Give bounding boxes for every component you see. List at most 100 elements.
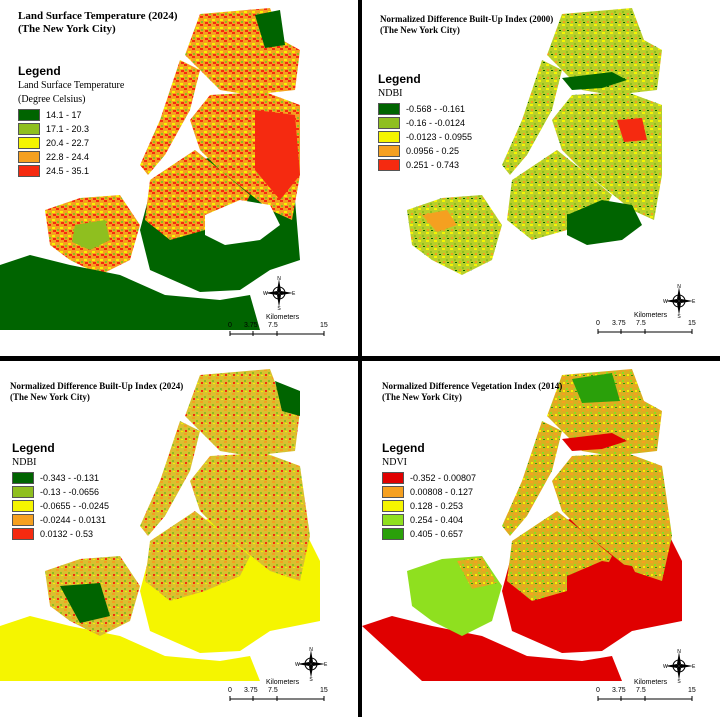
compass-n: N bbox=[309, 647, 313, 653]
legend-item: -0.0123 - 0.0955 bbox=[378, 130, 472, 144]
compass-s: S bbox=[677, 314, 681, 318]
legend: Legend Land Surface Temperature (Degree … bbox=[18, 64, 124, 178]
legend-item: -0.343 - -0.131 bbox=[12, 471, 109, 485]
title-line-1: Normalized Difference Built-Up Index (20… bbox=[380, 14, 554, 24]
manhattan-area bbox=[502, 60, 562, 175]
hot-zone bbox=[255, 110, 300, 200]
map-panel-ndvi-2014: Normalized Difference Vegetation Index (… bbox=[362, 361, 720, 717]
scale-bar: Kilometers 0 3.75 7.5 15 bbox=[226, 679, 336, 705]
manhattan-area bbox=[140, 421, 200, 536]
legend-swatch bbox=[378, 145, 400, 157]
bronx-area bbox=[547, 8, 662, 95]
scale-title: Kilometers bbox=[266, 679, 300, 686]
legend-swatch bbox=[18, 109, 40, 121]
nyc-map-ndvi-2014 bbox=[362, 369, 682, 681]
manhattan-area bbox=[140, 60, 200, 175]
legend-swatch bbox=[382, 528, 404, 540]
jamaica-bay bbox=[567, 200, 642, 245]
legend: Legend NDBI -0.343 - -0.131 -0.13 - -0.0… bbox=[12, 441, 109, 541]
legend-item: 14.1 - 17 bbox=[18, 108, 124, 122]
map-title: Normalized Difference Vegetation Index (… bbox=[382, 381, 562, 403]
manhattan-area bbox=[502, 421, 562, 536]
legend-item: 0.0956 - 0.25 bbox=[378, 144, 472, 158]
legend-heading: Legend bbox=[12, 441, 55, 455]
legend-item: -0.13 - -0.0656 bbox=[12, 485, 109, 499]
legend-variable: NDVI bbox=[382, 457, 407, 468]
bronx-area bbox=[547, 369, 662, 456]
bronx-green bbox=[275, 381, 300, 416]
compass-n: N bbox=[277, 276, 281, 282]
legend-swatch bbox=[378, 117, 400, 129]
queens-area bbox=[552, 453, 672, 581]
nyc-map-ndbi-2000 bbox=[407, 8, 662, 275]
scale-tick: 7.5 bbox=[636, 320, 646, 327]
east-river bbox=[562, 72, 627, 90]
scale-tick: 15 bbox=[688, 687, 696, 694]
staten-island-urban bbox=[457, 557, 497, 589]
scale-tick: 7.5 bbox=[268, 322, 278, 329]
scale-title: Kilometers bbox=[634, 679, 668, 686]
legend-swatch bbox=[18, 123, 40, 135]
staten-island-green bbox=[60, 583, 110, 623]
title-line-1: Land Surface Temperature (2024) bbox=[18, 10, 178, 22]
legend-item: -0.0244 - 0.0131 bbox=[12, 513, 109, 527]
scale-title: Kilometers bbox=[266, 314, 300, 321]
north-arrow-icon: N S W E bbox=[262, 276, 296, 312]
compass-w: W bbox=[295, 662, 300, 668]
legend-item: 24.5 - 35.1 bbox=[18, 164, 124, 178]
scale-tick: 15 bbox=[320, 322, 328, 329]
legend-swatch bbox=[18, 165, 40, 177]
compass-n: N bbox=[677, 284, 681, 290]
scale-bar: Kilometers 0 3.75 7.5 15 bbox=[594, 312, 704, 338]
harbor-water bbox=[0, 255, 260, 330]
legend-swatch bbox=[382, 514, 404, 526]
jamaica-bay bbox=[205, 200, 280, 245]
legend-swatch bbox=[18, 151, 40, 163]
legend-swatch bbox=[12, 528, 34, 540]
scale-title: Kilometers bbox=[634, 312, 668, 319]
legend-item: 22.8 - 24.4 bbox=[18, 150, 124, 164]
legend-swatch bbox=[382, 500, 404, 512]
water-body bbox=[0, 616, 260, 681]
title-line-2: (The New York City) bbox=[10, 392, 90, 402]
scale-tick: 0 bbox=[596, 320, 600, 327]
scale-tick: 15 bbox=[688, 320, 696, 327]
legend-item: -0.0655 - -0.0245 bbox=[12, 499, 109, 513]
north-arrow-icon: N S W E bbox=[662, 649, 696, 685]
legend-item: -0.568 - -0.161 bbox=[378, 102, 472, 116]
legend-swatch bbox=[378, 159, 400, 171]
legend-item: 0.0132 - 0.53 bbox=[12, 527, 109, 541]
legend-heading: Legend bbox=[18, 64, 61, 78]
legend-heading: Legend bbox=[378, 72, 421, 86]
legend-item: 0.00808 - 0.127 bbox=[382, 485, 476, 499]
east-river bbox=[562, 433, 627, 451]
bronx-area bbox=[185, 8, 300, 95]
legend-item: 20.4 - 22.7 bbox=[18, 136, 124, 150]
map-title: Land Surface Temperature (2024) (The New… bbox=[18, 10, 178, 36]
legend-item: 17.1 - 20.3 bbox=[18, 122, 124, 136]
legend-unit: (Degree Celsius) bbox=[18, 94, 86, 105]
title-line-1: Normalized Difference Built-Up Index (20… bbox=[10, 381, 184, 391]
horizontal-divider bbox=[0, 356, 720, 361]
legend-swatch bbox=[12, 514, 34, 526]
map-title: Normalized Difference Built-Up Index (20… bbox=[10, 381, 183, 403]
water-body bbox=[362, 616, 622, 681]
queens-area bbox=[190, 453, 310, 581]
legend-swatch bbox=[378, 131, 400, 143]
scale-tick: 3.75 bbox=[244, 322, 258, 329]
compass-w: W bbox=[663, 664, 668, 670]
bronx-area bbox=[185, 369, 300, 456]
legend-variable: NDBI bbox=[378, 88, 403, 99]
legend-swatch bbox=[12, 486, 34, 498]
compass-s: S bbox=[309, 677, 313, 681]
scale-tick: 3.75 bbox=[612, 320, 626, 327]
map-title: Normalized Difference Built-Up Index (20… bbox=[380, 14, 553, 36]
scale-tick: 0 bbox=[228, 322, 232, 329]
north-arrow-icon: N S W E bbox=[662, 284, 696, 320]
scale-bar: Kilometers 0 3.75 7.5 15 bbox=[594, 679, 704, 705]
compass-s: S bbox=[677, 679, 681, 683]
compass-s: S bbox=[277, 306, 281, 310]
compass-w: W bbox=[263, 291, 268, 297]
nyc-map-lst-2024 bbox=[0, 8, 300, 330]
title-line-2: (The New York City) bbox=[380, 25, 460, 35]
